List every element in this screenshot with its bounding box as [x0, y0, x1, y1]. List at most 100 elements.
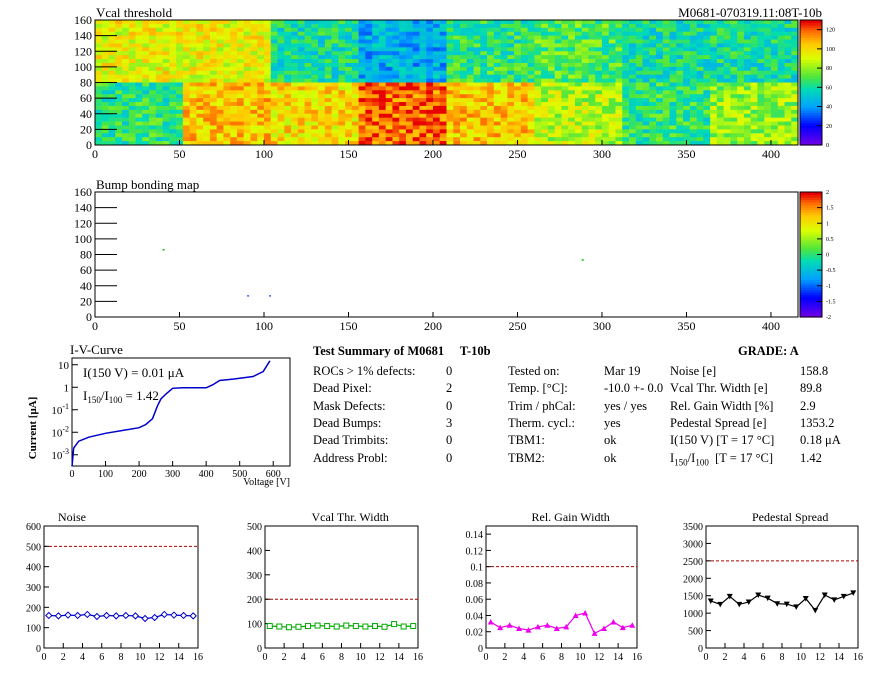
- vcal-cell: [405, 23, 414, 29]
- vcal-cell: [230, 121, 238, 126]
- iv-y-tick-label: 10-1: [51, 402, 69, 417]
- vcal-cell: [236, 113, 245, 119]
- vcal-cell: [777, 70, 785, 76]
- vcal-cell: [189, 133, 197, 138]
- vcal-cell: [142, 117, 150, 122]
- vcal-cell: [743, 23, 752, 29]
- vcal-cell: [683, 62, 691, 68]
- vcal-cell: [791, 82, 799, 87]
- vcal-cell: [257, 59, 265, 64]
- vcal-cell: [689, 70, 698, 76]
- vcal-cell: [182, 94, 191, 99]
- vcal-cell: [730, 23, 738, 29]
- vcal-cell: [203, 105, 211, 111]
- vcal-cell: [554, 51, 562, 56]
- vcal-cell: [196, 31, 204, 37]
- vcal-cell: [338, 66, 346, 72]
- vcal-cell: [122, 78, 130, 83]
- plot-x-tick-label: 8: [559, 652, 564, 663]
- vcal-cell: [453, 78, 461, 83]
- vcal-cell: [169, 94, 177, 99]
- vcal-cell: [378, 137, 387, 142]
- vcal-cell: [466, 47, 474, 52]
- vcal-cell: [297, 86, 305, 91]
- vcal-cell: [378, 39, 387, 44]
- vcal-cell: [777, 31, 785, 37]
- vcal-cell: [95, 125, 103, 130]
- vcal-cell: [142, 121, 150, 126]
- vcal-cell: [446, 121, 454, 126]
- plot-point: [629, 622, 636, 628]
- vcal-cell: [595, 59, 603, 64]
- vcal-cell: [480, 141, 488, 146]
- x-tick-label: 0: [92, 147, 98, 160]
- vcal-cell: [432, 98, 441, 103]
- vcal-cell: [777, 125, 785, 130]
- vcal-cell: [460, 94, 468, 99]
- vcal-cell: [696, 109, 704, 115]
- vcal-cell: [155, 82, 163, 87]
- vcal-cell: [574, 109, 583, 115]
- vcal-cell: [737, 94, 745, 99]
- vcal-cell: [669, 109, 677, 115]
- vcal-cell: [649, 62, 657, 68]
- vcal-cell: [223, 55, 231, 60]
- vcal-cell: [723, 90, 731, 95]
- vcal-cell: [243, 109, 251, 115]
- vcal-cell: [791, 27, 799, 33]
- vcal-cell: [703, 102, 711, 107]
- vcal-cell: [203, 66, 211, 72]
- vcal-cell: [629, 66, 637, 72]
- vcal-cell: [182, 78, 191, 83]
- vcal-cell: [723, 66, 731, 72]
- vcal-cell: [743, 102, 752, 107]
- vcal-cell: [757, 20, 765, 25]
- vcal-cell: [318, 51, 326, 56]
- vcal-cell: [561, 70, 569, 76]
- plot-point: [64, 611, 72, 619]
- vcal-cell: [568, 117, 576, 122]
- vcal-cell: [622, 51, 630, 56]
- vcal-cell: [209, 141, 218, 146]
- vcal-cell: [561, 82, 569, 87]
- vcal-cell: [365, 59, 373, 64]
- vcal-cell: [784, 35, 792, 40]
- vcal-cell: [372, 55, 380, 60]
- scale-swatch: [800, 274, 822, 278]
- vcal-cell: [723, 74, 731, 79]
- vcal-cell: [128, 102, 136, 107]
- scale-swatch: [800, 112, 822, 116]
- vcal-cell: [601, 23, 610, 29]
- vcal-cell: [588, 55, 596, 60]
- vcal-cell: [669, 133, 677, 138]
- vcal-cell: [723, 23, 731, 29]
- vcal-cell: [128, 98, 136, 103]
- iv-frame: [71, 357, 291, 467]
- vcal-cell: [230, 102, 238, 107]
- vcal-cell: [460, 121, 468, 126]
- vcal-cell: [683, 102, 691, 107]
- vcal-cell: [115, 47, 123, 52]
- vcal-cell: [324, 125, 332, 130]
- vcal-cell: [514, 94, 522, 99]
- vcal-cell: [236, 102, 245, 107]
- vcal-cell: [209, 78, 218, 83]
- vcal-cell: [155, 137, 163, 142]
- vcal-cell: [514, 51, 522, 56]
- vcal-cell: [270, 51, 278, 56]
- vcal-cell: [263, 74, 272, 79]
- vcal-cell: [689, 137, 698, 142]
- vcal-cell: [622, 90, 630, 95]
- vcal-cell: [615, 113, 623, 119]
- x-tick-label: 400: [762, 147, 780, 160]
- scale-swatch: [800, 42, 822, 46]
- vcal-cell: [689, 102, 698, 107]
- vcal-cell: [527, 121, 535, 126]
- summary-plot-4: Pedestal Spread0500100015002000250030003…: [683, 510, 863, 663]
- vcal-cell: [385, 23, 393, 29]
- vcal-cell: [493, 82, 501, 87]
- vcal-cell: [297, 109, 305, 115]
- vcal-cell: [453, 39, 461, 44]
- vcal-cell: [554, 59, 562, 64]
- vcal-cell: [777, 55, 785, 60]
